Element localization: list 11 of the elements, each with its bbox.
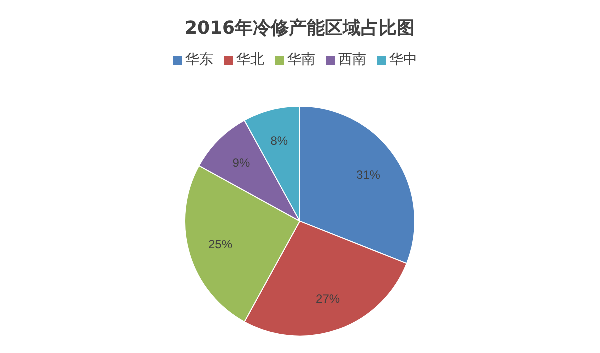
- legend-label: 华北: [236, 52, 264, 68]
- legend-label: 华南: [288, 52, 316, 68]
- legend-label: 西南: [338, 52, 366, 68]
- chart-title: 2016年冷修产能区域占比图: [184, 17, 416, 41]
- data-label: 9%: [232, 156, 250, 170]
- data-label: 27%: [316, 292, 340, 306]
- legend-label: 华中: [390, 52, 418, 68]
- data-label: 31%: [356, 168, 381, 182]
- data-label: 25%: [208, 237, 233, 252]
- legend-label: 华东: [186, 52, 214, 68]
- data-label: 8%: [270, 134, 288, 148]
